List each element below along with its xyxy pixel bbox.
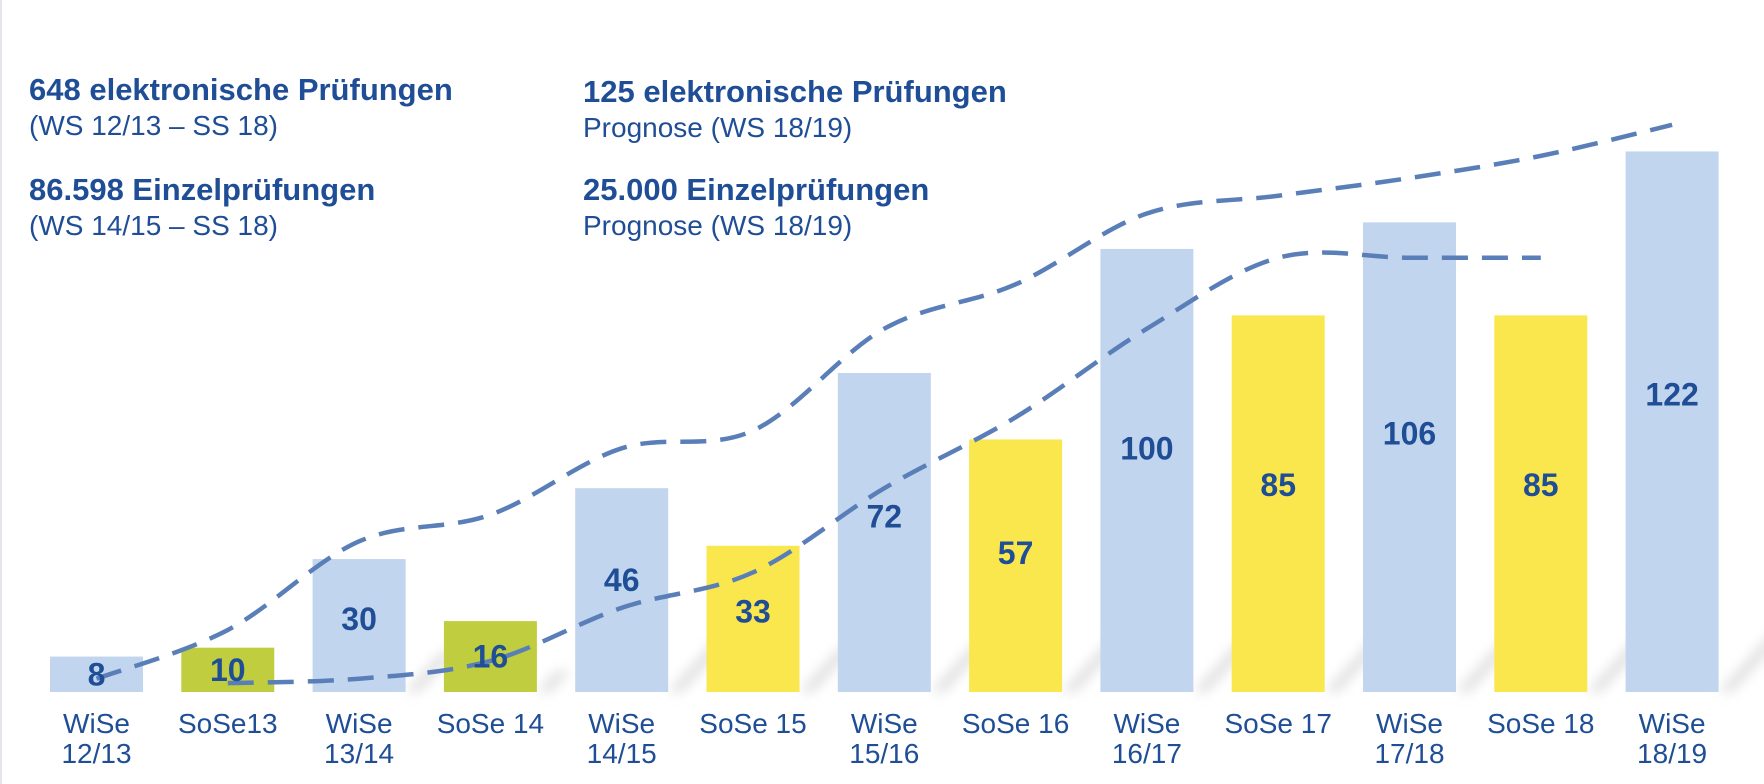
category-label: 17/18	[1374, 738, 1444, 769]
stat-exams-forecast: 125 elektronische Prüfungen Prognose (WS…	[583, 73, 1007, 145]
value-label: 46	[604, 562, 640, 598]
stat-single-exams-total: 86.598 Einzelprüfungen (WS 14/15 – SS 18…	[29, 171, 375, 243]
bar	[969, 439, 1063, 692]
category-label: WiSe	[1113, 708, 1180, 739]
bar	[1231, 315, 1325, 692]
value-label: 16	[473, 639, 509, 675]
category-label: SoSe 15	[699, 708, 806, 739]
category-label: 16/17	[1112, 738, 1182, 769]
category-label: WiSe	[326, 708, 393, 739]
bar	[181, 647, 275, 692]
value-label: 33	[735, 594, 771, 630]
bar	[1494, 315, 1588, 692]
category-label: SoSe13	[178, 708, 278, 739]
bar-shadow	[536, 670, 571, 692]
stat-exams-total: 648 elektronische Prüfungen (WS 12/13 – …	[29, 71, 453, 143]
trend-lines	[95, 122, 1673, 686]
trend-line	[95, 122, 1673, 681]
bar	[837, 372, 931, 692]
value-label: 10	[210, 652, 246, 688]
trend-line	[227, 250, 1541, 686]
category-label: 15/16	[849, 738, 919, 769]
value-labels: 8 10 30 16 46 33 72 57 100 85 106 85 122	[88, 377, 1699, 693]
stat-exams-forecast-headline: 125 elektronische Prüfungen	[583, 74, 1007, 109]
value-label: 57	[998, 535, 1034, 571]
category-label: SoSe 17	[1224, 708, 1331, 739]
category-label: WiSe	[1639, 708, 1706, 739]
category-label: 18/19	[1637, 738, 1707, 769]
bar	[50, 656, 143, 692]
stat-single-exams-headline: 86.598 Einzelprüfungen	[29, 172, 376, 207]
stat-single-exams-period: (WS 14/15 – SS 18)	[29, 210, 279, 241]
value-label: 85	[1260, 467, 1296, 503]
bar	[575, 488, 669, 692]
bar	[1100, 248, 1194, 692]
value-label: 122	[1645, 377, 1698, 413]
bar-shadow	[1718, 641, 1764, 692]
category-label: WiSe	[851, 708, 918, 739]
left-border	[0, 0, 2, 784]
stat-exams-total-headline: 648 elektronische Prüfungen	[29, 72, 453, 107]
bar	[443, 621, 537, 692]
stat-exams-forecast-period: Prognose (WS 18/19)	[583, 112, 853, 143]
bar	[1363, 222, 1456, 693]
category-label: WiSe	[1376, 708, 1443, 739]
category-label: SoSe 14	[437, 708, 544, 739]
stat-single-exams-forecast-period: Prognose (WS 18/19)	[583, 210, 853, 241]
value-label: 30	[341, 601, 377, 637]
bars	[50, 151, 1719, 693]
category-label: WiSe	[588, 708, 655, 739]
stat-single-exams-forecast-headline: 25.000 Einzelprüfungen	[583, 172, 930, 207]
value-label: 100	[1120, 430, 1173, 466]
category-label: 14/15	[587, 738, 657, 769]
stat-single-exams-forecast: 25.000 Einzelprüfungen Prognose (WS 18/1…	[583, 171, 929, 243]
category-label: 12/13	[61, 738, 131, 769]
bar	[312, 559, 406, 692]
value-label: 72	[867, 499, 903, 535]
value-label: 106	[1383, 416, 1436, 452]
stat-exams-total-period: (WS 12/13 – SS 18)	[29, 110, 279, 141]
bar	[1625, 151, 1719, 692]
value-label: 8	[88, 656, 106, 692]
category-label: WiSe	[63, 708, 130, 739]
value-label: 85	[1523, 467, 1559, 503]
category-label: SoSe 18	[1487, 708, 1594, 739]
category-label: 13/14	[324, 738, 394, 769]
category-label: SoSe 16	[962, 708, 1069, 739]
